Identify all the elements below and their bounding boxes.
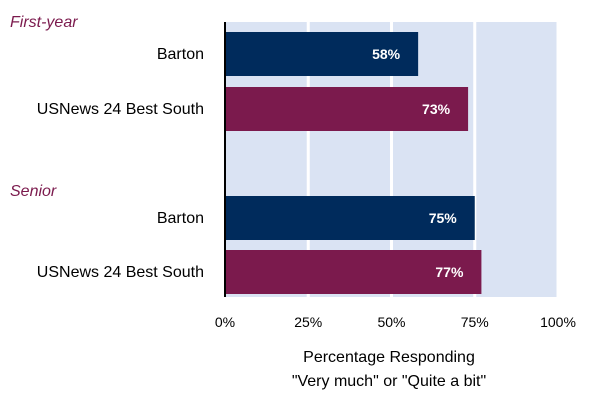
bar [225, 32, 419, 76]
category-label: USNews 24 Best South [37, 101, 204, 118]
bar [225, 196, 475, 240]
x-axis-title-line: "Very much" or "Quite a bit" [292, 373, 486, 390]
x-axis-title-line: Percentage Responding [303, 349, 475, 366]
category-label: Barton [157, 210, 204, 227]
x-tick-label: 50% [377, 314, 405, 330]
data-label: 58% [372, 46, 401, 62]
x-axis-ticks: 0% 25% 50% 75% 100% [215, 314, 576, 330]
x-axis-title: Percentage Responding "Very much" or "Qui… [292, 349, 486, 390]
bar [225, 250, 482, 294]
bar [225, 87, 469, 131]
x-tick-label: 25% [294, 314, 322, 330]
x-tick-label: 100% [540, 314, 576, 330]
labels: First-year Barton 58% USNews 24 Best South 7… [10, 14, 464, 281]
group-label: First-year [10, 14, 78, 31]
group-label: Senior [10, 183, 57, 200]
bars [225, 32, 482, 294]
x-tick-label: 0% [215, 314, 235, 330]
x-tick-label: 75% [461, 314, 489, 330]
data-label: 75% [429, 210, 458, 226]
data-label: 73% [422, 101, 451, 117]
data-label: 77% [435, 264, 464, 280]
category-label: USNews 24 Best South [37, 264, 204, 281]
category-label: Barton [157, 46, 204, 63]
